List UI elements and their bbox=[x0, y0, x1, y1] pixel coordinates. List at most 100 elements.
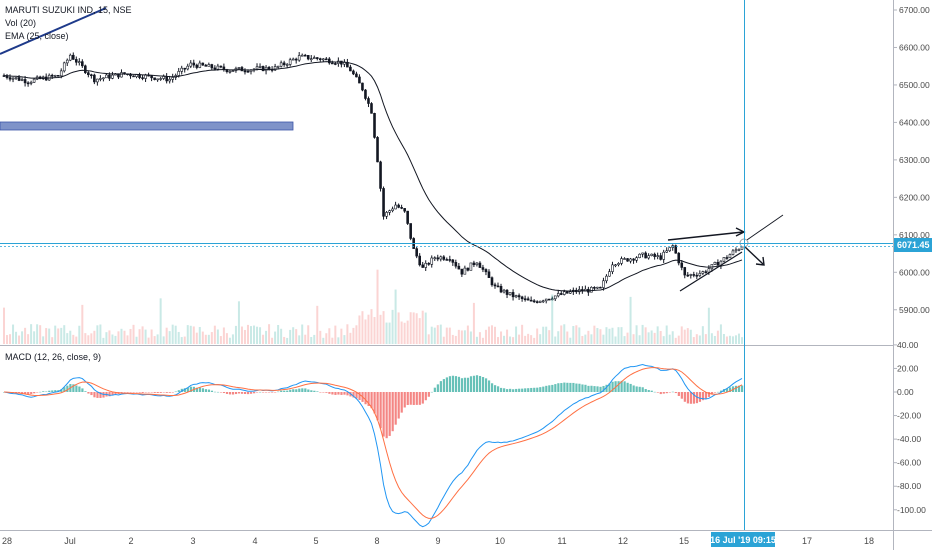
candle-body[interactable] bbox=[593, 287, 596, 289]
candle-body[interactable] bbox=[457, 265, 461, 270]
candle-body[interactable] bbox=[656, 255, 659, 257]
candle-body[interactable] bbox=[466, 267, 470, 271]
candle-body[interactable] bbox=[740, 246, 744, 250]
candle-body[interactable] bbox=[629, 258, 632, 262]
candle-body[interactable] bbox=[213, 67, 217, 70]
candle-body[interactable] bbox=[445, 259, 449, 261]
candle-body[interactable] bbox=[397, 204, 400, 208]
candle-body[interactable] bbox=[361, 82, 364, 91]
candle-body[interactable] bbox=[90, 74, 93, 77]
support-trend-line[interactable] bbox=[679, 251, 743, 292]
candle-body[interactable] bbox=[192, 62, 196, 66]
arrow-down-head[interactable] bbox=[755, 256, 765, 266]
candle-body[interactable] bbox=[415, 248, 418, 257]
candle-body[interactable] bbox=[701, 271, 705, 274]
candle-body[interactable] bbox=[315, 57, 319, 59]
candle-body[interactable] bbox=[370, 103, 373, 114]
candle-body[interactable] bbox=[505, 289, 509, 295]
candle-body[interactable] bbox=[704, 271, 708, 273]
candle-body[interactable] bbox=[297, 55, 301, 61]
candle-body[interactable] bbox=[550, 298, 554, 301]
candle-body[interactable] bbox=[201, 62, 205, 66]
candle-body[interactable] bbox=[499, 286, 503, 293]
candle-body[interactable] bbox=[321, 58, 325, 61]
volume-legend[interactable]: Vol (20) bbox=[5, 18, 37, 28]
candle-body[interactable] bbox=[680, 262, 684, 268]
candle-body[interactable] bbox=[26, 82, 30, 85]
candle-body[interactable] bbox=[638, 253, 641, 258]
candle-body[interactable] bbox=[698, 273, 702, 276]
candle-body[interactable] bbox=[734, 249, 738, 252]
candle-body[interactable] bbox=[737, 248, 741, 251]
candle-body[interactable] bbox=[430, 257, 434, 265]
candle-body[interactable] bbox=[526, 298, 530, 301]
candle-body[interactable] bbox=[496, 285, 500, 288]
candle-body[interactable] bbox=[418, 255, 421, 266]
candle-body[interactable] bbox=[650, 253, 653, 256]
candle-body[interactable] bbox=[279, 62, 283, 67]
candle-body[interactable] bbox=[87, 72, 90, 76]
candle-body[interactable] bbox=[81, 61, 84, 67]
candle-body[interactable] bbox=[532, 300, 536, 303]
candle-body[interactable] bbox=[713, 262, 717, 265]
candle-body[interactable] bbox=[255, 66, 259, 70]
candle-body[interactable] bbox=[541, 300, 545, 303]
candle-body[interactable] bbox=[385, 212, 388, 217]
candle-body[interactable] bbox=[635, 257, 638, 261]
arrow-upper-line[interactable] bbox=[667, 231, 744, 241]
candle-body[interactable] bbox=[78, 61, 81, 63]
candle-body[interactable] bbox=[514, 295, 518, 298]
highlight-rectangle[interactable] bbox=[0, 121, 294, 131]
candle-body[interactable] bbox=[23, 79, 27, 84]
candle-body[interactable] bbox=[8, 77, 12, 80]
candle-body[interactable] bbox=[195, 64, 199, 68]
candle-body[interactable] bbox=[382, 188, 385, 217]
projection-line-up[interactable] bbox=[743, 214, 784, 243]
candle-body[interactable] bbox=[294, 58, 298, 61]
candle-body[interactable] bbox=[659, 255, 662, 260]
ema-legend[interactable]: EMA (25, close) bbox=[5, 31, 69, 41]
candle-body[interactable] bbox=[74, 59, 78, 63]
candle-body[interactable] bbox=[186, 65, 190, 70]
candle-body[interactable] bbox=[647, 255, 650, 259]
macd-legend[interactable]: MACD (12, 26, close, 9) bbox=[5, 352, 102, 362]
candle-body[interactable] bbox=[731, 250, 735, 255]
candle-body[interactable] bbox=[204, 64, 208, 67]
ema-line[interactable] bbox=[3, 61, 743, 292]
candle-body[interactable] bbox=[183, 67, 187, 70]
candle-body[interactable] bbox=[156, 78, 159, 81]
candle-body[interactable] bbox=[487, 271, 491, 278]
candle-body[interactable] bbox=[511, 292, 515, 298]
candle-body[interactable] bbox=[17, 77, 21, 81]
candle-body[interactable] bbox=[102, 77, 105, 80]
candle-body[interactable] bbox=[373, 113, 376, 138]
candle-body[interactable] bbox=[285, 64, 289, 66]
candle-body[interactable] bbox=[523, 298, 527, 301]
candle-body[interactable] bbox=[228, 70, 232, 73]
candle-body[interactable] bbox=[689, 274, 693, 276]
candle-body[interactable] bbox=[300, 54, 304, 57]
candle-body[interactable] bbox=[325, 58, 328, 61]
candle-body[interactable] bbox=[608, 271, 611, 277]
candle-body[interactable] bbox=[406, 210, 409, 224]
candle-body[interactable] bbox=[436, 257, 440, 260]
candle-body[interactable] bbox=[210, 64, 214, 69]
candle-body[interactable] bbox=[460, 268, 464, 275]
candle-body[interactable] bbox=[20, 79, 24, 81]
candle-body[interactable] bbox=[306, 55, 310, 60]
candle-body[interactable] bbox=[424, 262, 428, 268]
candle-body[interactable] bbox=[108, 74, 111, 79]
signal-line[interactable] bbox=[3, 367, 743, 519]
candle-body[interactable] bbox=[502, 289, 506, 293]
candle-body[interactable] bbox=[111, 74, 114, 79]
candle-body[interactable] bbox=[668, 247, 672, 252]
candle-body[interactable] bbox=[722, 257, 726, 262]
candle-body[interactable] bbox=[258, 66, 262, 68]
candle-body[interactable] bbox=[674, 245, 678, 254]
candle-body[interactable] bbox=[273, 66, 277, 71]
candle-body[interactable] bbox=[231, 70, 235, 73]
candle-body[interactable] bbox=[409, 223, 412, 239]
candle-body[interactable] bbox=[303, 54, 307, 57]
candle-body[interactable] bbox=[150, 75, 153, 79]
